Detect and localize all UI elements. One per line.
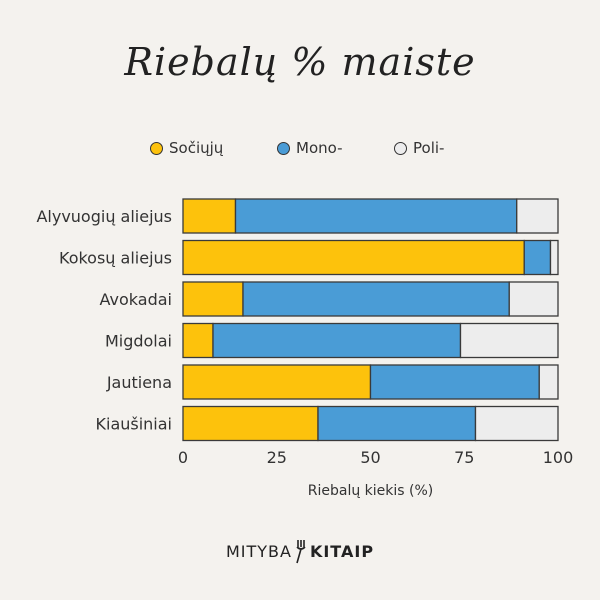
legend-swatch xyxy=(394,141,407,155)
bar-segment-mono xyxy=(234,198,518,234)
bar-segment-mono xyxy=(523,239,552,276)
legend-label: Sočiųjų xyxy=(169,139,224,157)
category-label: Kokosų aliejus xyxy=(59,249,172,268)
bar-segment-soij xyxy=(182,198,237,234)
bar-segment-mono xyxy=(242,281,510,317)
category-label: Jautiena xyxy=(106,373,172,392)
legend-item-mono: Mono- xyxy=(277,139,343,157)
x-tick-label: 100 xyxy=(543,448,574,467)
bar-segment-poli xyxy=(538,364,559,400)
bar-segment-poli xyxy=(549,239,559,276)
bar-segment-soij xyxy=(182,239,525,276)
x-tick-label: 75 xyxy=(454,448,474,467)
logo-text-left: MITYBA xyxy=(225,541,292,561)
x-tick-label: 50 xyxy=(360,448,380,467)
chart-title: Riebalų % maiste xyxy=(124,40,476,84)
legend-swatch xyxy=(277,141,290,155)
legend-item-poli: Poli- xyxy=(394,139,444,157)
x-axis-label: Riebalų kiekis (%) xyxy=(307,483,434,499)
legend-item-sociuju: Sočiųjų xyxy=(150,139,223,157)
bar-segment-poli xyxy=(516,198,559,234)
logo-text-right: KITAIP xyxy=(309,541,375,561)
x-tick-label: 25 xyxy=(267,448,287,467)
bar-segment-soij xyxy=(182,364,372,400)
bar-segment-soij xyxy=(182,405,319,442)
bar-segment-mono xyxy=(212,322,462,359)
bar-segment-soij xyxy=(182,281,244,317)
x-tick-label: 0 xyxy=(178,448,188,467)
category-label: Migdolai xyxy=(105,332,172,351)
bar-segment-poli xyxy=(508,281,559,317)
legend-swatch xyxy=(150,141,163,155)
bar-segment-soij xyxy=(182,322,214,359)
bar-segment-mono xyxy=(317,405,477,442)
bar-segment-mono xyxy=(369,364,540,400)
bar-segment-poli xyxy=(474,405,559,442)
legend: Sočiųjų Mono- Poli- xyxy=(0,139,600,161)
category-label: Kiaušiniai xyxy=(96,415,173,434)
legend-label: Poli- xyxy=(413,139,445,157)
legend-label: Mono- xyxy=(296,139,343,157)
bar-segment-poli xyxy=(459,322,559,359)
category-label: Avokadai xyxy=(100,290,172,309)
logo: MITYBA KITAIP xyxy=(0,538,600,564)
category-label: Alyvuogių aliejus xyxy=(36,207,172,226)
fork-icon xyxy=(296,540,306,564)
